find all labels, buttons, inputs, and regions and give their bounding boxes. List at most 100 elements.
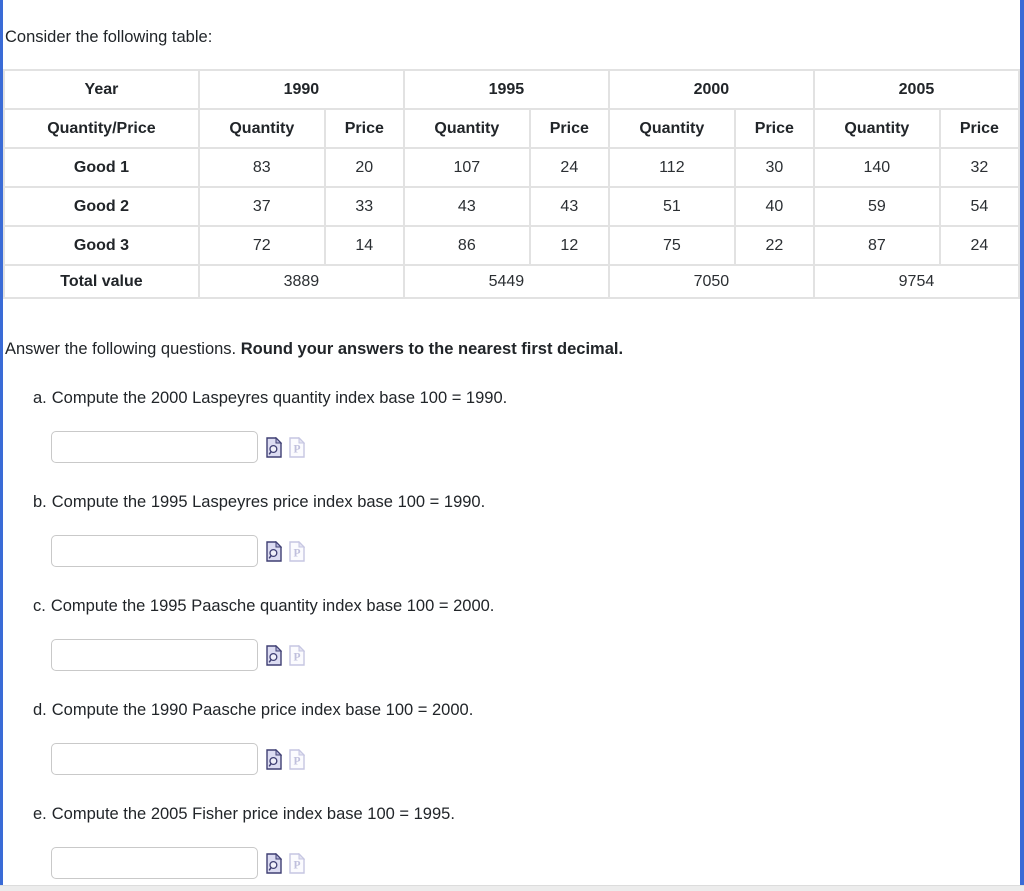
col-header-quantity: Quantity <box>812 108 941 149</box>
year-header-2005: 2005 <box>812 69 1020 110</box>
table-row-good2: Good 2 37 33 43 43 51 40 59 54 <box>3 186 1020 227</box>
cell-value: 12 <box>528 225 610 266</box>
col-header-price: Price <box>938 108 1020 149</box>
magnifier-page-icon <box>266 436 282 458</box>
year-header-1995: 1995 <box>402 69 610 110</box>
svg-text:P: P <box>293 651 300 663</box>
svg-text:P: P <box>293 859 300 871</box>
row-label: Good 1 <box>3 147 200 188</box>
cell-value: 14 <box>323 225 405 266</box>
year-header-2000: 2000 <box>607 69 815 110</box>
cell-value: 87 <box>812 225 941 266</box>
instructions-bold: Round your answers to the nearest first … <box>240 340 624 358</box>
cell-value: 40 <box>733 186 815 227</box>
col-header-quantity: Quantity <box>607 108 736 149</box>
preview-answer-button[interactable] <box>266 540 282 562</box>
question-a-text: a. Compute the 2000 Laspeyres quantity in… <box>33 389 1020 408</box>
total-value: 7050 <box>607 264 815 299</box>
past-answers-button[interactable]: P <box>289 540 305 562</box>
answer-row-d: P <box>51 743 1020 775</box>
question-letter: d. <box>33 701 47 719</box>
row-label: Good 2 <box>3 186 200 227</box>
preview-answer-button[interactable] <box>266 852 282 874</box>
cell-value: 20 <box>323 147 405 188</box>
total-value: 9754 <box>812 264 1020 299</box>
past-answers-button[interactable]: P <box>289 748 305 770</box>
question-body: Compute the 1990 Paasche price index bas… <box>51 701 474 719</box>
cell-value: 54 <box>938 186 1020 227</box>
table-row-good3: Good 3 72 14 86 12 75 22 87 24 <box>3 225 1020 266</box>
col-header-price: Price <box>323 108 405 149</box>
question-body: Compute the 1995 Paasche quantity index … <box>50 597 495 615</box>
answer-row-a: P <box>51 431 1020 463</box>
letter-p-page-icon: P <box>289 644 305 666</box>
cell-value: 75 <box>607 225 736 266</box>
question-b-text: b. Compute the 1995 Laspeyres price index… <box>33 493 1020 512</box>
magnifier-page-icon <box>266 748 282 770</box>
instructions-regular: Answer the following questions. <box>5 340 241 358</box>
cell-value: 72 <box>197 225 326 266</box>
question-letter: c. <box>33 597 46 615</box>
cell-value: 51 <box>607 186 736 227</box>
past-answers-button[interactable]: P <box>289 852 305 874</box>
svg-text:P: P <box>293 547 300 559</box>
row-label: Good 3 <box>3 225 200 266</box>
cell-value: 43 <box>528 186 610 227</box>
question-letter: b. <box>33 493 47 511</box>
magnifier-page-icon <box>266 644 282 666</box>
preview-answer-button[interactable] <box>266 644 282 666</box>
answer-input-d[interactable] <box>51 743 258 775</box>
cell-value: 24 <box>938 225 1020 266</box>
preview-answer-button[interactable] <box>266 748 282 770</box>
cell-value: 30 <box>733 147 815 188</box>
answer-input-e[interactable] <box>51 847 258 879</box>
table-row-total: Total value 3889 5449 7050 9754 <box>3 264 1020 299</box>
preview-answer-button[interactable] <box>266 436 282 458</box>
table-row-subheaders: Quantity/Price Quantity Price Quantity P… <box>3 108 1020 149</box>
letter-p-page-icon: P <box>289 748 305 770</box>
past-answers-button[interactable]: P <box>289 436 305 458</box>
total-value: 5449 <box>402 264 610 299</box>
cell-value: 43 <box>402 186 531 227</box>
subheader-label: Quantity/Price <box>3 108 200 149</box>
cell-value: 37 <box>197 186 326 227</box>
magnifier-page-icon <box>266 540 282 562</box>
letter-p-page-icon: P <box>289 540 305 562</box>
cell-value: 83 <box>197 147 326 188</box>
cell-value: 59 <box>812 186 941 227</box>
intro-text: Consider the following table: <box>5 28 213 46</box>
cell-value: 32 <box>938 147 1020 188</box>
answer-row-c: P <box>51 639 1020 671</box>
svg-text:P: P <box>293 755 300 767</box>
letter-p-page-icon: P <box>289 436 305 458</box>
answer-input-a[interactable] <box>51 431 258 463</box>
question-letter: a. <box>33 389 47 407</box>
cell-value: 86 <box>402 225 531 266</box>
bottom-strip <box>0 885 1024 891</box>
past-answers-button[interactable]: P <box>289 644 305 666</box>
answer-row-b: P <box>51 535 1020 567</box>
answer-row-e: P <box>51 847 1020 879</box>
year-header-1990: 1990 <box>197 69 405 110</box>
magnifier-page-icon <box>266 852 282 874</box>
total-label: Total value <box>3 264 200 299</box>
question-letter: e. <box>33 805 47 823</box>
answer-input-c[interactable] <box>51 639 258 671</box>
cell-value: 24 <box>528 147 610 188</box>
answer-input-b[interactable] <box>51 535 258 567</box>
total-value: 3889 <box>197 264 405 299</box>
letter-p-page-icon: P <box>289 852 305 874</box>
col-header-price: Price <box>528 108 610 149</box>
question-c-text: c. Compute the 1995 Paasche quantity inde… <box>33 597 1020 616</box>
table-row-years: Year 1990 1995 2000 2005 <box>3 69 1020 110</box>
col-header-price: Price <box>733 108 815 149</box>
question-body: Compute the 2005 Fisher price index base… <box>51 805 455 823</box>
instructions-text: Answer the following questions. Round yo… <box>5 339 1020 359</box>
cell-value: 107 <box>402 147 531 188</box>
question-d-text: d. Compute the 1990 Paasche price index b… <box>33 701 1020 720</box>
question-body: Compute the 1995 Laspeyres price index b… <box>51 493 486 511</box>
cell-value: 112 <box>607 147 736 188</box>
quantity-price-table: Year 1990 1995 2000 2005 Quantity/Price … <box>3 69 1020 299</box>
